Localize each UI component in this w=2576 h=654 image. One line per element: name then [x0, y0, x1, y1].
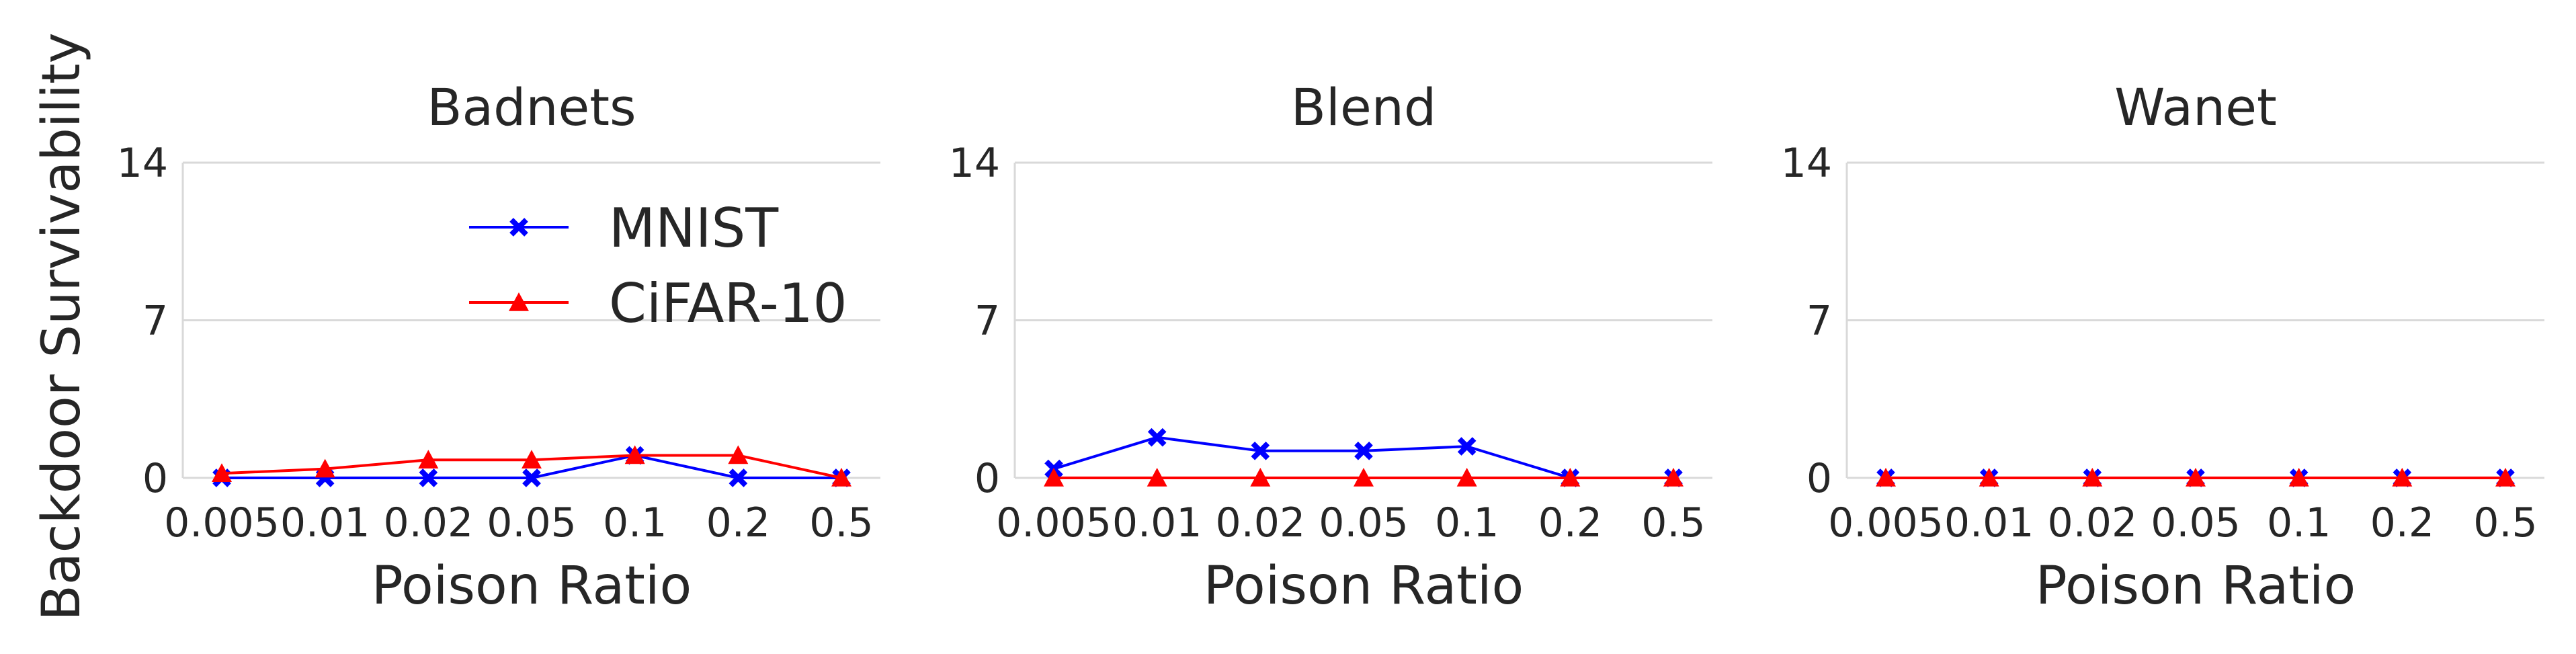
data-point-cifar-10	[624, 445, 645, 464]
x-tick-label: 0.01	[280, 499, 370, 546]
x-tick-label: 0.5	[809, 499, 873, 546]
data-point-mnist-stroke-b	[1354, 441, 1373, 460]
data-point-cifar-10	[212, 463, 232, 483]
data-point-cifar-10	[315, 458, 335, 478]
data-point-cifar-10	[2082, 468, 2103, 487]
y-tick-label: 7	[1806, 298, 1832, 345]
x-tick-label: 0.05	[2151, 499, 2241, 546]
data-point-cifar-10	[522, 450, 542, 468]
panel-title: Badnets	[427, 77, 636, 137]
x-tick-label: 0.05	[1319, 499, 1409, 546]
data-point-mnist	[1147, 427, 1167, 447]
panel-wanet: Wanet 0 7 14 0.005 0.01 0.02 0.05 0.1 0.2 0.5 Poiso…	[1781, 77, 2544, 616]
x-tick-label: 0.005	[164, 499, 280, 546]
x-axis-label: Poison Ratio	[1204, 556, 1524, 616]
legend-label: MNIST	[609, 197, 779, 259]
data-point-cifar-10	[1560, 468, 1581, 487]
x-axis-label: Poison Ratio	[2036, 556, 2356, 616]
panel-title: Blend	[1291, 77, 1436, 137]
y-axis-label: Backdoor Survivability	[32, 32, 92, 620]
legend-marker-mnist	[509, 218, 528, 237]
x-tick-label: 0.05	[487, 499, 577, 546]
legend-label: CiFAR-10	[609, 272, 847, 335]
data-point-cifar-10	[1044, 468, 1064, 487]
data-point-cifar-10	[2186, 468, 2206, 487]
panel-title: Wanet	[2114, 77, 2277, 137]
y-tick-label: 7	[974, 298, 1000, 345]
x-tick-label: 0.01	[1112, 499, 1202, 546]
data-point-cifar-10	[1456, 468, 1477, 487]
data-point-mnist	[1354, 441, 1373, 460]
legend-marker-cifar-10	[509, 292, 529, 311]
data-point-cifar-10	[418, 450, 439, 468]
y-tick-label: 0	[974, 455, 1000, 502]
data-point-mnist	[522, 468, 541, 487]
data-point-cifar-10	[1979, 468, 1999, 487]
data-point-mnist	[1457, 437, 1477, 456]
panel-badnets: Badnets 0 7 14 0.005 0.01 0.02 0.05 0.1 0.2 0.5 Poi…	[117, 77, 880, 616]
data-point-mnist	[729, 468, 748, 487]
data-point-cifar-10	[1876, 468, 1896, 487]
x-tick-label: 0.005	[1828, 499, 1944, 546]
data-point-mnist-stroke-b	[1457, 437, 1477, 456]
data-point-cifar-10	[1663, 468, 1684, 487]
data-point-mnist-stroke-b	[1147, 427, 1167, 447]
data-point-cifar-10	[1354, 468, 1374, 487]
y-tick-label: 14	[949, 140, 1000, 187]
panel-blend: Blend 0 7 14 0.005 0.01 0.02 0.05 0.1 0.2 0.5 Poiso…	[949, 77, 1712, 616]
x-tick-label: 0.01	[1944, 499, 2034, 546]
data-point-cifar-10	[2288, 468, 2309, 487]
x-tick-label: 0.5	[2473, 499, 2537, 546]
y-tick-label: 14	[117, 140, 168, 187]
legend-marker-mnist-stroke-b	[509, 218, 528, 237]
data-point-cifar-10	[728, 445, 749, 464]
series-cifar-10	[1044, 468, 1684, 487]
data-point-cifar-10	[2495, 468, 2516, 487]
data-point-cifar-10	[831, 468, 851, 487]
data-point-mnist-stroke-b	[522, 468, 541, 487]
y-tick-label: 14	[1781, 140, 1832, 187]
data-point-mnist-stroke-b	[1251, 441, 1270, 460]
data-point-cifar-10	[1250, 468, 1271, 487]
x-tick-label: 0.1	[2267, 499, 2331, 546]
y-tick-label: 0	[142, 455, 168, 502]
legend-item-mnist: MNIST	[469, 197, 779, 259]
x-tick-label: 0.02	[1216, 499, 1306, 546]
data-point-cifar-10	[2392, 468, 2413, 487]
data-point-mnist	[1251, 441, 1270, 460]
x-tick-label: 0.02	[2048, 499, 2138, 546]
x-axis-label: Poison Ratio	[372, 556, 692, 616]
x-tick-label: 0.005	[996, 499, 1112, 546]
series-cifar-10	[1876, 468, 2516, 487]
series-cifar-10	[212, 445, 851, 487]
legend: MNIST CiFAR-10	[469, 197, 847, 335]
x-tick-label: 0.1	[1435, 499, 1499, 546]
x-tick-label: 0.02	[384, 499, 474, 546]
y-tick-label: 0	[1806, 455, 1832, 502]
y-tick-label: 7	[142, 298, 168, 345]
data-point-mnist-stroke-b	[419, 468, 438, 487]
x-tick-label: 0.2	[706, 499, 770, 546]
x-tick-label: 0.2	[2370, 499, 2434, 546]
x-tick-label: 0.1	[603, 499, 667, 546]
x-tick-label: 0.5	[1641, 499, 1705, 546]
data-point-cifar-10	[1147, 468, 1167, 487]
legend-item-cifar-10: CiFAR-10	[469, 272, 847, 335]
data-point-mnist	[419, 468, 438, 487]
data-point-mnist-stroke-b	[729, 468, 748, 487]
x-tick-label: 0.2	[1538, 499, 1602, 546]
